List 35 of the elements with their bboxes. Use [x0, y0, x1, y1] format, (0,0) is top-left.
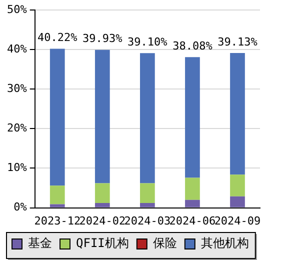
bar	[94, 183, 110, 204]
legend-label: 其他机构	[200, 236, 249, 250]
total-label: 39.10%	[128, 35, 168, 48]
x-tick-label: 2024-06	[169, 214, 216, 228]
bar	[50, 48, 65, 186]
y-tick-label: 20%	[6, 122, 28, 135]
x-tick-label: 2023-12	[34, 214, 81, 228]
bar	[50, 204, 65, 208]
bar	[230, 174, 245, 196]
legend-label: 保险	[152, 236, 177, 250]
legend-label: QFII机构	[76, 236, 129, 250]
bar	[230, 196, 245, 208]
x-tick-label: 2024-09	[214, 214, 261, 228]
total-label: 39.93%	[82, 32, 123, 46]
bar	[94, 203, 110, 208]
y-tick-label: 40%	[6, 42, 28, 56]
y-tick-label: 30%	[6, 82, 28, 95]
bar	[94, 50, 110, 184]
bar	[185, 178, 200, 200]
bar	[50, 186, 65, 204]
bar	[140, 183, 155, 204]
bar	[140, 203, 155, 208]
bar	[185, 200, 200, 208]
bar	[185, 57, 200, 178]
y-tick-label: 50%	[6, 2, 28, 16]
total-label: 38.08%	[172, 40, 213, 53]
bar	[140, 53, 155, 184]
total-label: 39.13%	[218, 35, 258, 48]
y-tick-label: 10%	[6, 161, 28, 174]
x-tick-label: 2024-03	[124, 214, 171, 228]
total-label: 40.22%	[38, 31, 78, 44]
bar	[230, 53, 245, 175]
x-tick-label: 2024-02	[79, 214, 126, 228]
y-tick-label: 0%	[14, 200, 28, 214]
legend-label: 基金	[28, 236, 52, 250]
